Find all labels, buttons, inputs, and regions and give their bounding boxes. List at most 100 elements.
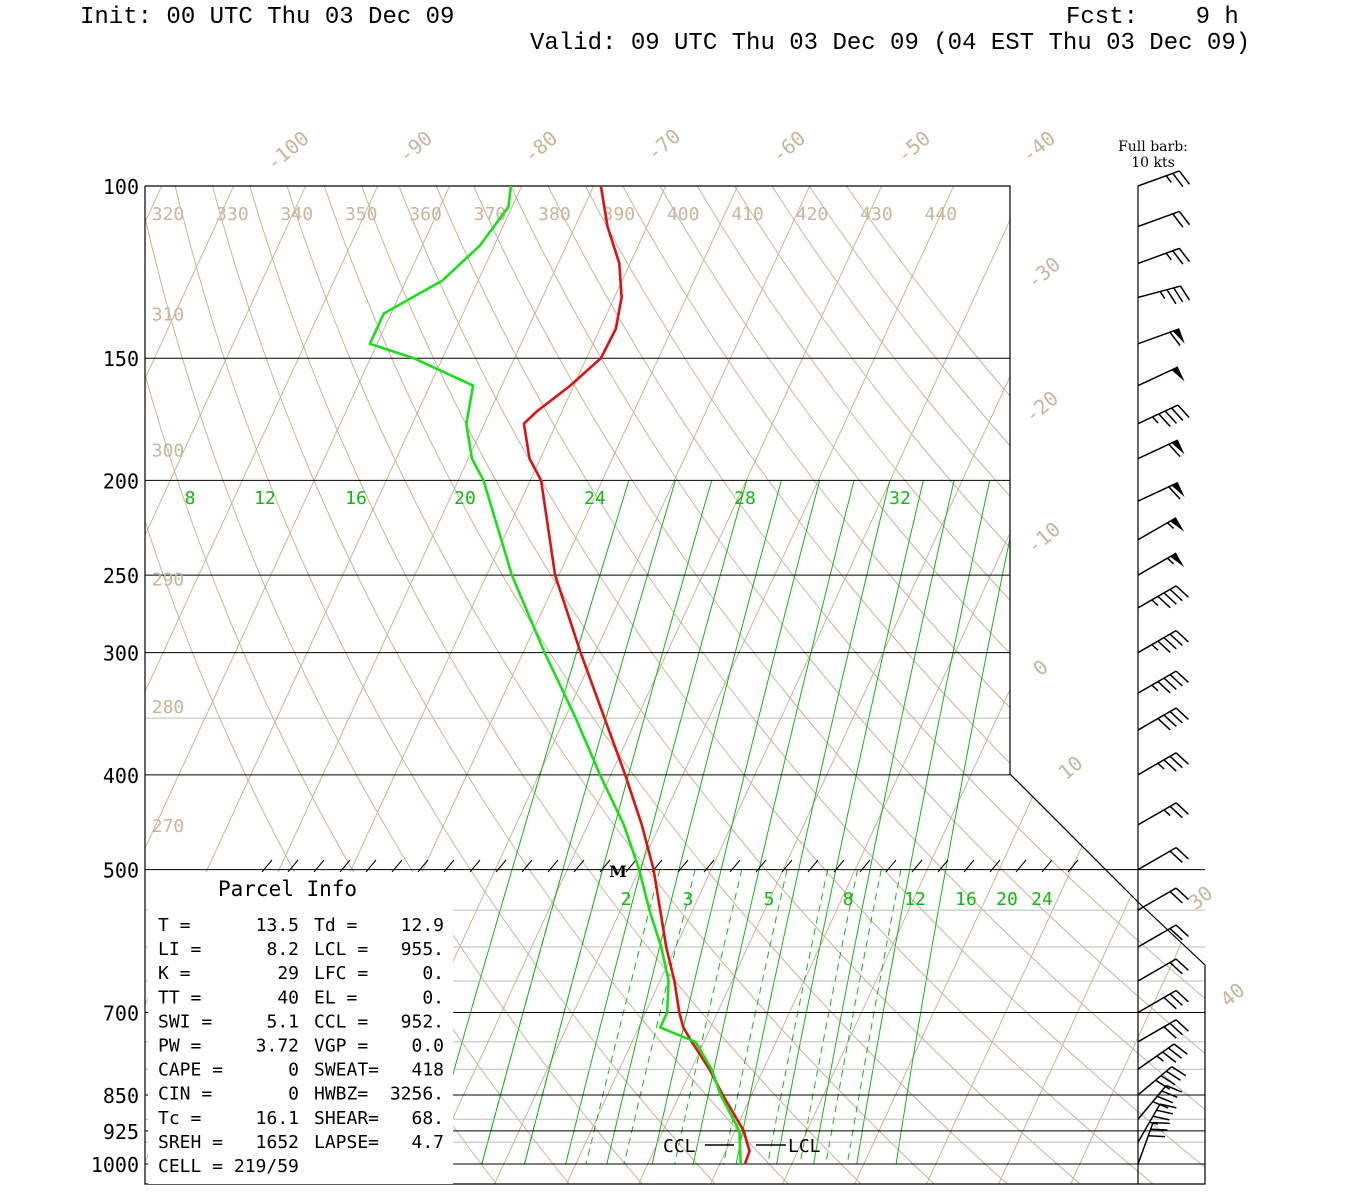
isotherm-line (1067, 186, 1205, 1184)
wind-barb (1137, 552, 1185, 576)
isotherm-label: -20 (1020, 386, 1063, 428)
hatch-mark (547, 859, 559, 873)
hatch-mark (625, 859, 637, 873)
wind-barb-full (1165, 1084, 1183, 1093)
hatch-mark (1067, 859, 1079, 873)
parcel-info-value: CAPE = (158, 1060, 223, 1081)
wind-barb-full (1172, 250, 1184, 265)
wind-barb-full (1169, 588, 1183, 602)
pressure-tick-label: 150 (103, 347, 139, 371)
wind-barb-full (1169, 755, 1183, 769)
wind-barb (1137, 924, 1189, 948)
dry-adiabat (805, 186, 1205, 1184)
wind-barb-half (1156, 1055, 1164, 1062)
hatch-mark (703, 859, 715, 873)
mixing-ratio-label: 2 (621, 889, 632, 910)
parcel-info-value: 13.5 (256, 915, 299, 936)
wind-barb-full (1163, 996, 1177, 1010)
theta-label: 440 (925, 204, 958, 225)
isotherm-label: -80 (519, 126, 562, 168)
wind-barb-full (1159, 1103, 1177, 1109)
wind-barb-full (1157, 681, 1171, 694)
hatch-mark (937, 859, 949, 873)
mixing-ratio-label: 16 (955, 889, 977, 910)
dry-adiabat (656, 186, 1205, 1184)
wind-barb-full (1175, 989, 1189, 1003)
theta-label: 270 (152, 816, 185, 837)
wind-barb-flag (1171, 367, 1185, 382)
pressure-tick-label: 925 (103, 1120, 139, 1144)
wind-barb-full (1165, 1070, 1181, 1081)
wind-barb-full (1169, 331, 1181, 346)
mixing-ratio-label: 24 (1031, 889, 1053, 910)
wind-barb (1137, 585, 1189, 609)
wind-barb (1137, 285, 1191, 305)
wind-barb-full (1169, 633, 1183, 647)
wind-barb (1137, 887, 1189, 911)
mixing-ratio-label: 16 (345, 488, 367, 509)
theta-label: 310 (152, 304, 185, 325)
parcel-info-value: 0. (422, 987, 444, 1008)
wind-barb-full (1170, 407, 1184, 421)
theta-label: 350 (345, 204, 378, 225)
wind-barb-flag (1171, 482, 1185, 498)
dry-adiabat (842, 186, 1205, 1184)
wind-barb-full (1156, 1095, 1174, 1104)
parcel-info-value: SWEAT= (314, 1060, 379, 1081)
isotherm-label: -10 (1022, 517, 1065, 559)
wind-barb-half (1166, 557, 1175, 565)
mixing-ratio-label: 8 (843, 889, 854, 910)
wind-barb (1137, 629, 1189, 654)
dry-adiabat (359, 186, 1087, 1184)
wind-barb-full (1162, 1051, 1177, 1063)
hatch-mark (391, 859, 403, 873)
wind-barb (1137, 517, 1185, 541)
isotherm-label: 0 (1028, 655, 1053, 681)
parcel-info-value: 0.0 (411, 1036, 444, 1057)
hatch-mark (261, 859, 273, 873)
hatch-mark (417, 859, 429, 873)
wind-barb (1137, 366, 1185, 387)
dewpoint-trace (368, 185, 742, 1165)
isotherm-label: -90 (394, 126, 437, 168)
wind-barb-full (1157, 595, 1171, 609)
wind-barb-full (1163, 759, 1177, 772)
wind-barb-flag (1170, 517, 1185, 532)
isotherm-line (0, 181, 92, 1189)
hatch-mark (313, 859, 325, 873)
theta-label: 360 (409, 204, 442, 225)
ccl-marker: CCL (663, 1136, 696, 1157)
pressure-tick-label: 200 (103, 469, 139, 493)
mixing-ratio-label: 3 (683, 889, 694, 910)
mixing-ratio-label: 5 (764, 889, 775, 910)
hatch-mark (885, 859, 897, 873)
wind-barb-flag (1171, 440, 1185, 455)
dry-adiabat (145, 186, 647, 1184)
wind-barb-full (1168, 486, 1181, 500)
pressure-tick-label: 300 (103, 642, 139, 666)
mixing-ratio-label: 28 (734, 488, 756, 509)
parcel-info-value: LI = (158, 939, 202, 960)
wind-barb (1137, 328, 1185, 346)
parcel-info-value: 3256. (390, 1084, 444, 1105)
wind-barb-half (1151, 416, 1159, 424)
mixing-ratio-label: 12 (904, 889, 926, 910)
parcel-info-value: 12.9 (401, 915, 444, 936)
wind-barb-half (1165, 175, 1172, 183)
pressure-tick-label: 850 (103, 1084, 139, 1108)
mixing-ratio-dashed (799, 869, 858, 1165)
theta-label: 430 (860, 204, 893, 225)
wind-barb-half (1159, 291, 1166, 299)
theta-label: 280 (152, 697, 185, 718)
isotherm-label: 10 (1054, 751, 1088, 785)
theta-label: 320 (152, 204, 185, 225)
theta-label: 420 (796, 204, 829, 225)
wind-barb (1137, 989, 1189, 1014)
isotherm-line (491, 186, 957, 1184)
init-time: Init: 00 UTC Thu 03 Dec 09 (80, 4, 455, 31)
parcel-info-value: 0 (288, 1060, 299, 1081)
parcel-info-value: 68. (411, 1108, 444, 1129)
parcel-info-value: EL = (314, 987, 358, 1008)
wind-barb-full (1175, 1019, 1189, 1032)
wind-barb-full (1173, 287, 1184, 303)
